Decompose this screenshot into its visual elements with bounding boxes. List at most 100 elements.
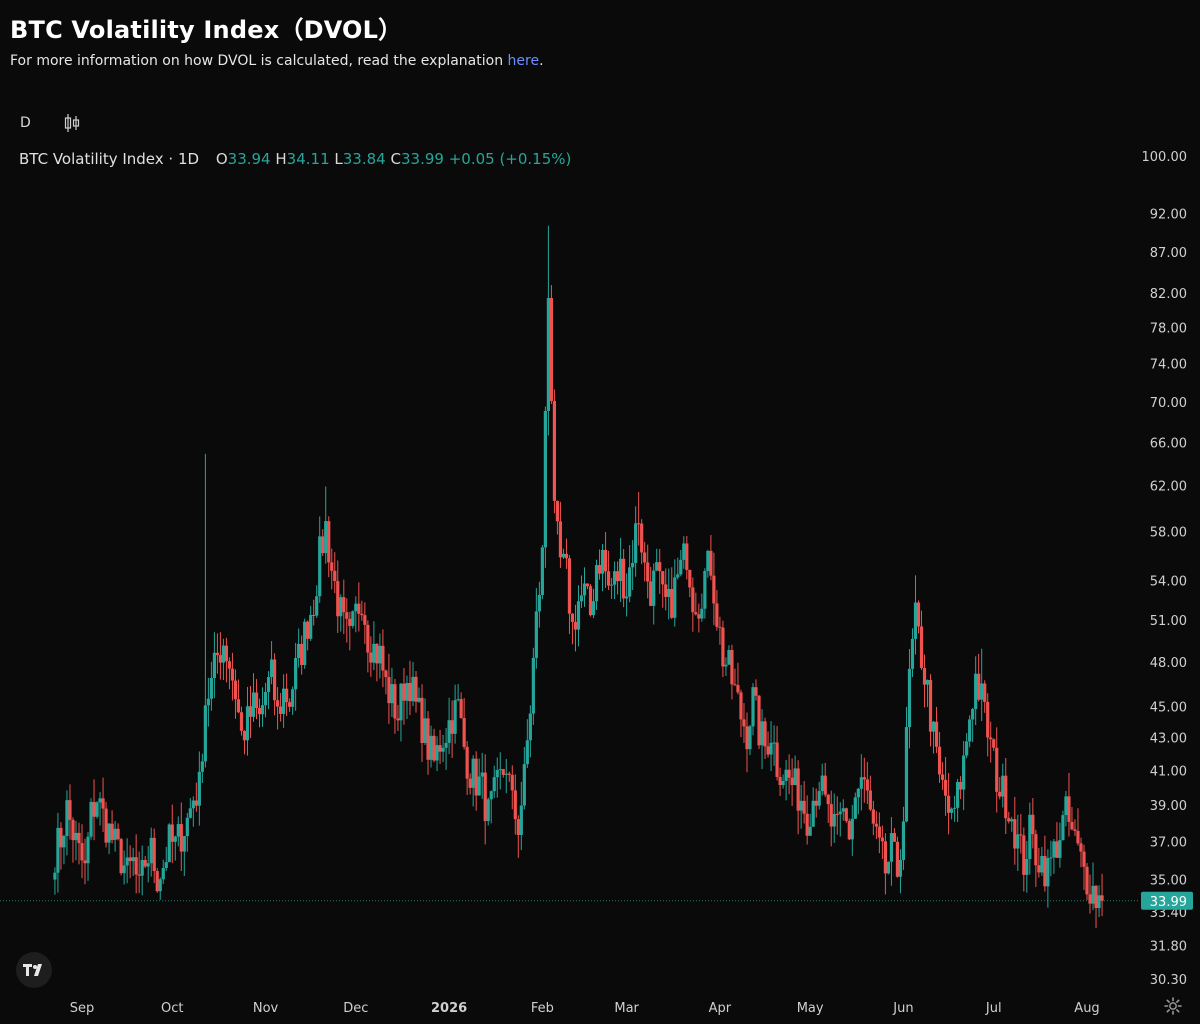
y-tick-label: 30.30 [1150,973,1187,988]
candle-body [856,788,860,798]
explanation-link[interactable]: here [507,53,540,69]
candle-body [465,746,469,779]
candle-body [309,614,313,639]
candle-body [591,601,596,616]
candle-body [206,698,210,706]
candle-body [838,811,842,815]
candle-body [1010,819,1014,822]
tradingview-logo-icon[interactable] [16,952,52,988]
candles [53,225,1104,929]
candle-body [1055,841,1059,858]
candle-body [525,740,529,765]
candle-body [573,621,578,630]
candle-body [658,562,662,572]
candle-body [1067,796,1071,822]
candle-body [597,565,602,574]
candle-body [916,602,921,627]
candle-body [134,857,138,875]
candle-body [282,688,286,714]
candle-body [128,857,132,862]
candle-body [817,791,821,806]
candle-body [140,859,144,876]
candle-body [962,755,966,790]
candle-body [321,536,325,554]
candle-body [594,565,599,602]
candle-body [579,595,584,602]
candle-body [953,807,957,809]
candle-body [167,824,171,863]
candle-body [634,523,638,563]
candle-body [1076,830,1080,844]
candle-body [549,298,554,401]
candle-body [823,775,827,795]
candle-body [640,523,644,553]
candle-body [510,774,514,791]
last-price-label: 33.99 [1150,895,1187,910]
tv-logo-svg [23,964,42,976]
candle-body [1046,858,1050,887]
candle-body [1028,814,1032,859]
candle-body [294,658,298,690]
candle-body [71,819,75,841]
candle-body [483,772,487,822]
candle-body [628,567,632,597]
candles-icon[interactable] [63,113,81,133]
subtitle-text: For more information on how DVOL is calc… [10,53,508,69]
candle-body [682,543,686,560]
candle-body [733,684,737,686]
candle-body [381,645,385,671]
candle-body [1040,855,1044,873]
candle-body [865,779,869,791]
interval-button[interactable]: D [20,115,31,131]
candle-body [498,769,502,771]
settings-gear-icon[interactable] [1163,996,1183,1016]
candle-body [200,761,204,772]
candle-body [992,739,996,748]
candle-body [977,673,981,700]
candle-body [318,536,322,597]
candle-body [1037,865,1041,873]
candle-body [949,808,954,813]
candle-body [898,859,903,877]
candle-body [215,652,220,656]
y-tick-label: 74.00 [1150,358,1187,373]
candle-body [980,683,984,700]
legend-low-label: L [334,150,343,168]
candle-body [913,602,918,639]
candle-body [248,706,253,717]
candle-body [369,652,373,663]
candle-body [119,839,123,874]
candle-body [366,624,370,653]
candle-body [504,773,508,775]
candle-body [137,874,141,876]
candle-body [673,577,677,618]
y-tick-label: 78.00 [1150,321,1187,336]
candle-body [170,824,174,842]
candle-body [363,615,367,625]
candle-body [408,683,412,702]
candle-body [625,596,629,599]
candle-body [609,584,614,586]
candle-body [396,718,400,721]
candle-body [492,777,496,792]
candle-body [889,833,894,862]
x-tick-label: Dec [343,1001,368,1016]
candle-body [968,719,972,742]
candle-body [1082,851,1086,867]
candle-body [152,837,156,872]
candle-body [507,773,511,775]
candle-body [209,678,213,699]
candle-body [191,800,195,809]
y-tick-label: 58.00 [1150,525,1187,540]
candle-body [946,795,951,813]
candle-body [236,699,241,713]
candle-body [1091,885,1095,904]
candle-body [546,298,550,411]
chart-toolbar: D [14,110,81,136]
candle-body [122,865,126,874]
candle-body [691,587,695,613]
candle-body [456,699,460,701]
candle-body [943,779,948,796]
candle-body [432,735,436,761]
